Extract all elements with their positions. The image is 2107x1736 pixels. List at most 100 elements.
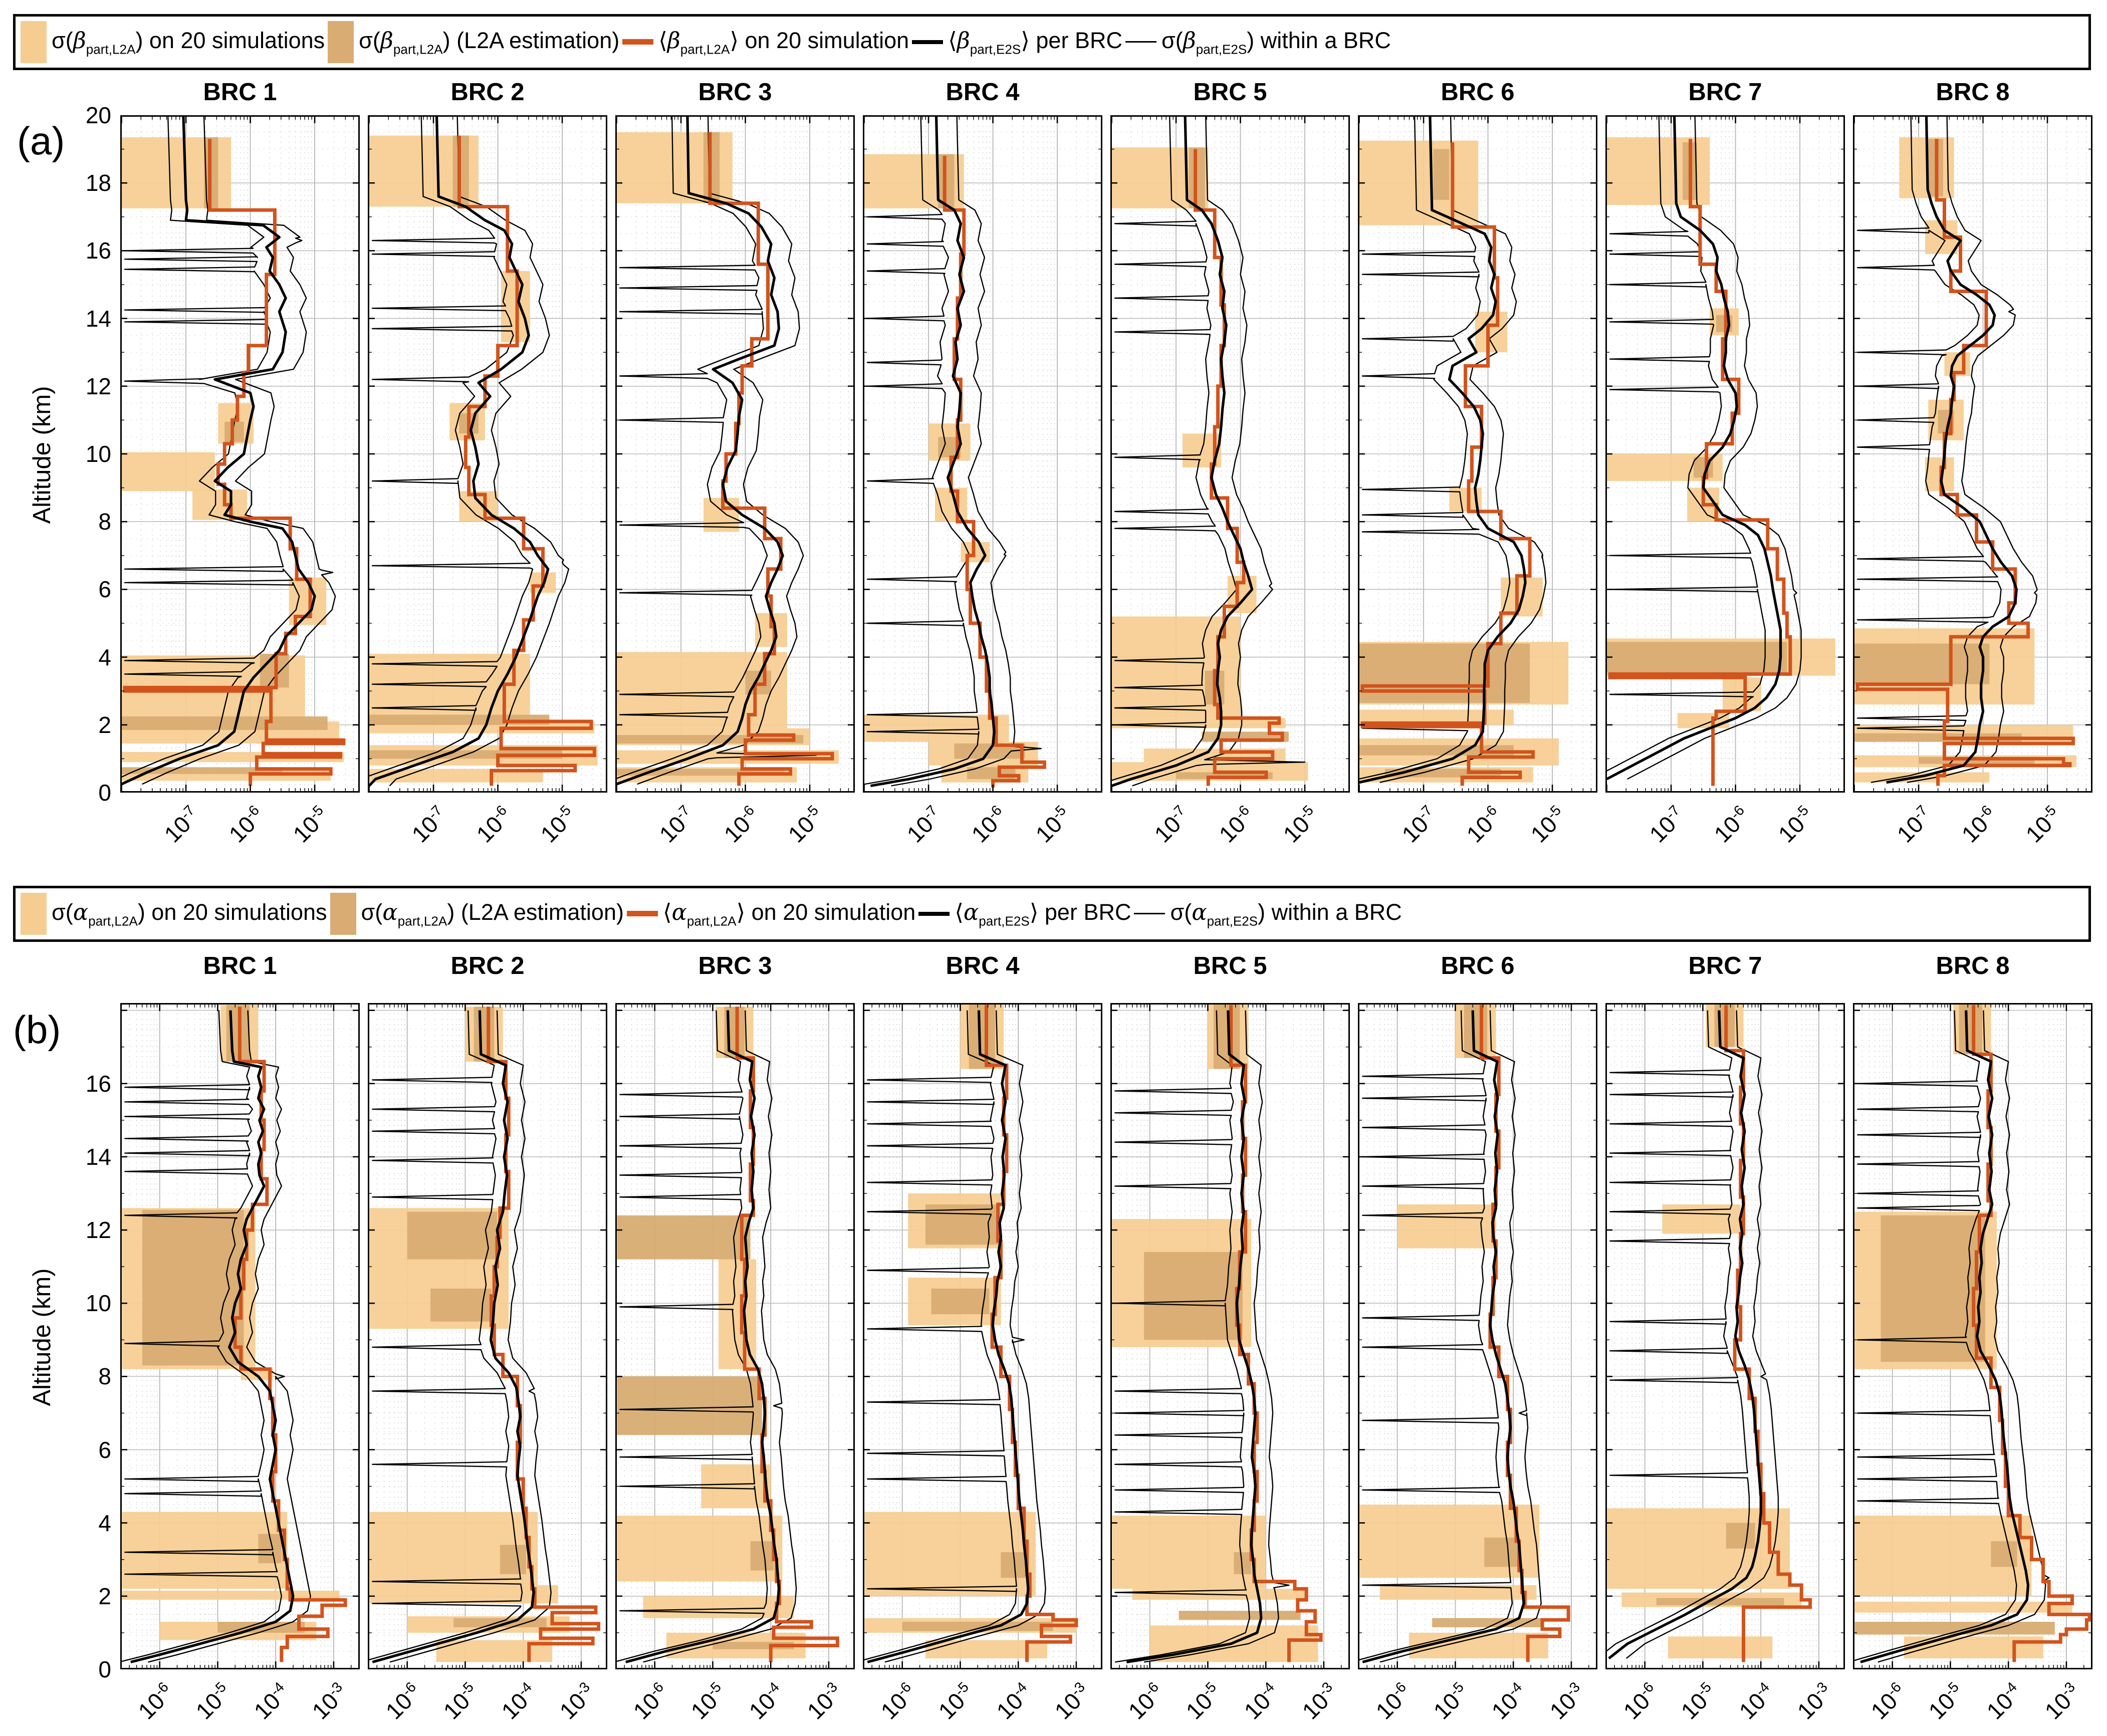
x-tick-label: 10-4	[249, 1679, 288, 1724]
legend-item: σ(αpart,L2A) (L2A estimation)	[330, 893, 624, 935]
subplot-b-brc8	[1853, 1003, 2092, 1669]
subplot-title: BRC 3	[698, 79, 772, 106]
subplot-a-brc4	[863, 115, 1103, 793]
patch-tan-swatch	[330, 893, 356, 935]
subplot-title: BRC 1	[203, 952, 277, 979]
legend-label: ⟨βpart,E2S⟩ per BRC	[948, 27, 1122, 57]
x-tick-strip: 10-6 10-5 10-4 10-3	[1853, 1670, 2092, 1734]
x-tick-strip: 10-7 10-6 10-5	[615, 794, 855, 884]
subplot-a-brc2	[368, 115, 608, 793]
x-tick-strip: 10-7 10-6 10-5	[1853, 794, 2092, 884]
plots-b	[120, 1003, 2092, 1669]
line-black-thin-swatch	[1125, 41, 1156, 43]
x-tick-label: 10-5	[1181, 1679, 1220, 1724]
x-tick-strip: 10-7 10-6 10-5	[120, 794, 360, 884]
x-ticks-a: 10-7 10-6 10-5 10-7 10-6 10-5 10-7 10-6 10-5 10-7…	[120, 794, 2092, 884]
x-tick-label: 10-6	[875, 1679, 914, 1724]
x-tick-label: 10-5	[288, 802, 327, 848]
x-tick-label: 10-6	[1956, 802, 1995, 848]
subplot-title: BRC 6	[1441, 79, 1515, 106]
x-tick-label: 10-6	[133, 1679, 172, 1724]
x-tick-label: 10-4	[1486, 1679, 1525, 1724]
legend-item: ⟨αpart,L2A⟩ on 20 simulation	[626, 899, 915, 929]
x-tick-label: 10-5	[1924, 1679, 1963, 1724]
legend-item: ⟨αpart,E2S⟩ per BRC	[918, 899, 1131, 929]
legend-label: σ(βpart,L2A) (L2A estimation)	[359, 27, 620, 57]
panel-letter-a: (a)	[17, 119, 65, 163]
y-tick-label: 0	[98, 780, 111, 806]
subplot-a-brc5	[1110, 115, 1350, 793]
x-tick-label: 10-5	[686, 1679, 725, 1724]
x-tick-label: 10-6	[1709, 802, 1748, 848]
plots-a	[120, 115, 2093, 793]
subplot-b-brc2	[368, 1003, 607, 1669]
x-tick-label: 10-3	[2039, 1679, 2078, 1724]
subplot-title: BRC 5	[1193, 952, 1267, 979]
x-ticks-b: 10-6 10-5 10-4 10-3 10-6 10-5 10-4 10-3 10-6 10-5…	[120, 1670, 2092, 1734]
y-tick-label: 2	[98, 1583, 111, 1609]
x-tick-label: 10-4	[1239, 1679, 1278, 1724]
x-tick-label: 10-6	[1461, 802, 1500, 848]
y-tick-label: 8	[98, 1363, 111, 1390]
y-tick-label: 4	[98, 1510, 111, 1536]
y-axis-label-b: Altitude (km)	[29, 1268, 56, 1406]
patch-tan-swatch	[328, 21, 354, 63]
subplot-b-brc1	[120, 1003, 360, 1669]
subplot-title: BRC 8	[1936, 79, 2010, 106]
line-orange-swatch	[626, 911, 658, 917]
subplot-a-brc6	[1358, 115, 1598, 793]
x-tick-label: 10-6	[628, 1679, 667, 1724]
x-tick-label: 10-6	[1370, 1679, 1410, 1724]
x-tick-label: 10-3	[1049, 1679, 1088, 1724]
x-tick-label: 10-5	[535, 802, 574, 848]
legend-item: σ(αpart,E2S) within a BRC	[1134, 899, 1402, 929]
x-tick-label: 10-7	[406, 802, 445, 848]
x-tick-strip: 10-7 10-6 10-5	[1605, 794, 1845, 884]
subplot-b-brc3	[615, 1003, 855, 1669]
x-tick-label: 10-6	[380, 1679, 419, 1724]
y-tick-label: 14	[85, 305, 111, 332]
subplot-title: BRC 3	[698, 952, 772, 979]
subplot-title: BRC 4	[946, 79, 1020, 106]
panel-letter-b: (b)	[13, 1008, 61, 1052]
x-tick-label: 10-5	[191, 1679, 230, 1724]
x-tick-label: 10-5	[1525, 802, 1564, 848]
x-tick-label: 10-7	[1149, 802, 1188, 848]
x-tick-label: 10-6	[1865, 1679, 1905, 1724]
y-tick-label: 6	[98, 576, 111, 603]
x-tick-label: 10-6	[1123, 1679, 1162, 1724]
y-tick-label: 6	[98, 1436, 111, 1463]
legend-item: σ(αpart,L2A) on 20 simulations	[21, 893, 327, 935]
subplot-title: BRC 7	[1688, 79, 1762, 106]
x-tick-strip: 10-6 10-5 10-4 10-3	[1358, 1670, 1597, 1734]
x-tick-label: 10-7	[654, 802, 693, 848]
x-tick-label: 10-6	[1618, 1679, 1657, 1724]
y-tick-label: 14	[85, 1143, 111, 1170]
x-tick-label: 10-4	[496, 1679, 535, 1724]
y-tick-label: 12	[85, 373, 111, 399]
patch-light-swatch	[21, 893, 47, 935]
legend-item: ⟨βpart,E2S⟩ per BRC	[912, 27, 1122, 58]
y-tick-label: 12	[85, 1217, 111, 1244]
y-tick-label: 18	[85, 170, 111, 196]
y-tick-label: 2	[98, 711, 111, 738]
legend-item: σ(βpart,L2A) on 20 simulations	[21, 21, 325, 63]
x-tick-label: 10-5	[2020, 802, 2059, 848]
subplot-a-brc8	[1853, 115, 2093, 793]
brc-titles-b: BRC 1 BRC 2 BRC 3 BRC 4 BRC 5 BRC 6 BRC 7 BRC 8	[120, 952, 2092, 980]
x-tick-label: 10-6	[471, 802, 510, 848]
x-tick-label: 10-4	[744, 1679, 783, 1724]
y-ticks-a: 0 2 4 6 8 10 12 14 16 18 20	[55, 102, 115, 806]
y-tick-label: 16	[85, 1070, 111, 1097]
x-tick-strip: 10-7 10-6 10-5	[1358, 794, 1597, 884]
x-tick-strip: 10-6 10-5 10-4 10-3	[1110, 1670, 1350, 1734]
x-tick-strip: 10-6 10-5 10-4 10-3	[863, 1670, 1102, 1734]
x-tick-label: 10-7	[159, 802, 198, 848]
x-tick-label: 10-5	[783, 802, 822, 848]
subplot-b-brc7	[1605, 1003, 1845, 1669]
legend-item: ⟨βpart,L2A⟩ on 20 simulation	[622, 27, 909, 58]
y-ticks-b: 0 2 4 6 8 10 12 14 16	[55, 1003, 115, 1682]
brc-titles-a: BRC 1 BRC 2 BRC 3 BRC 4 BRC 5 BRC 6 BRC 7 BRC 8	[120, 78, 2092, 106]
line-black-thin-swatch	[1134, 913, 1165, 915]
x-tick-label: 10-5	[1773, 802, 1812, 848]
